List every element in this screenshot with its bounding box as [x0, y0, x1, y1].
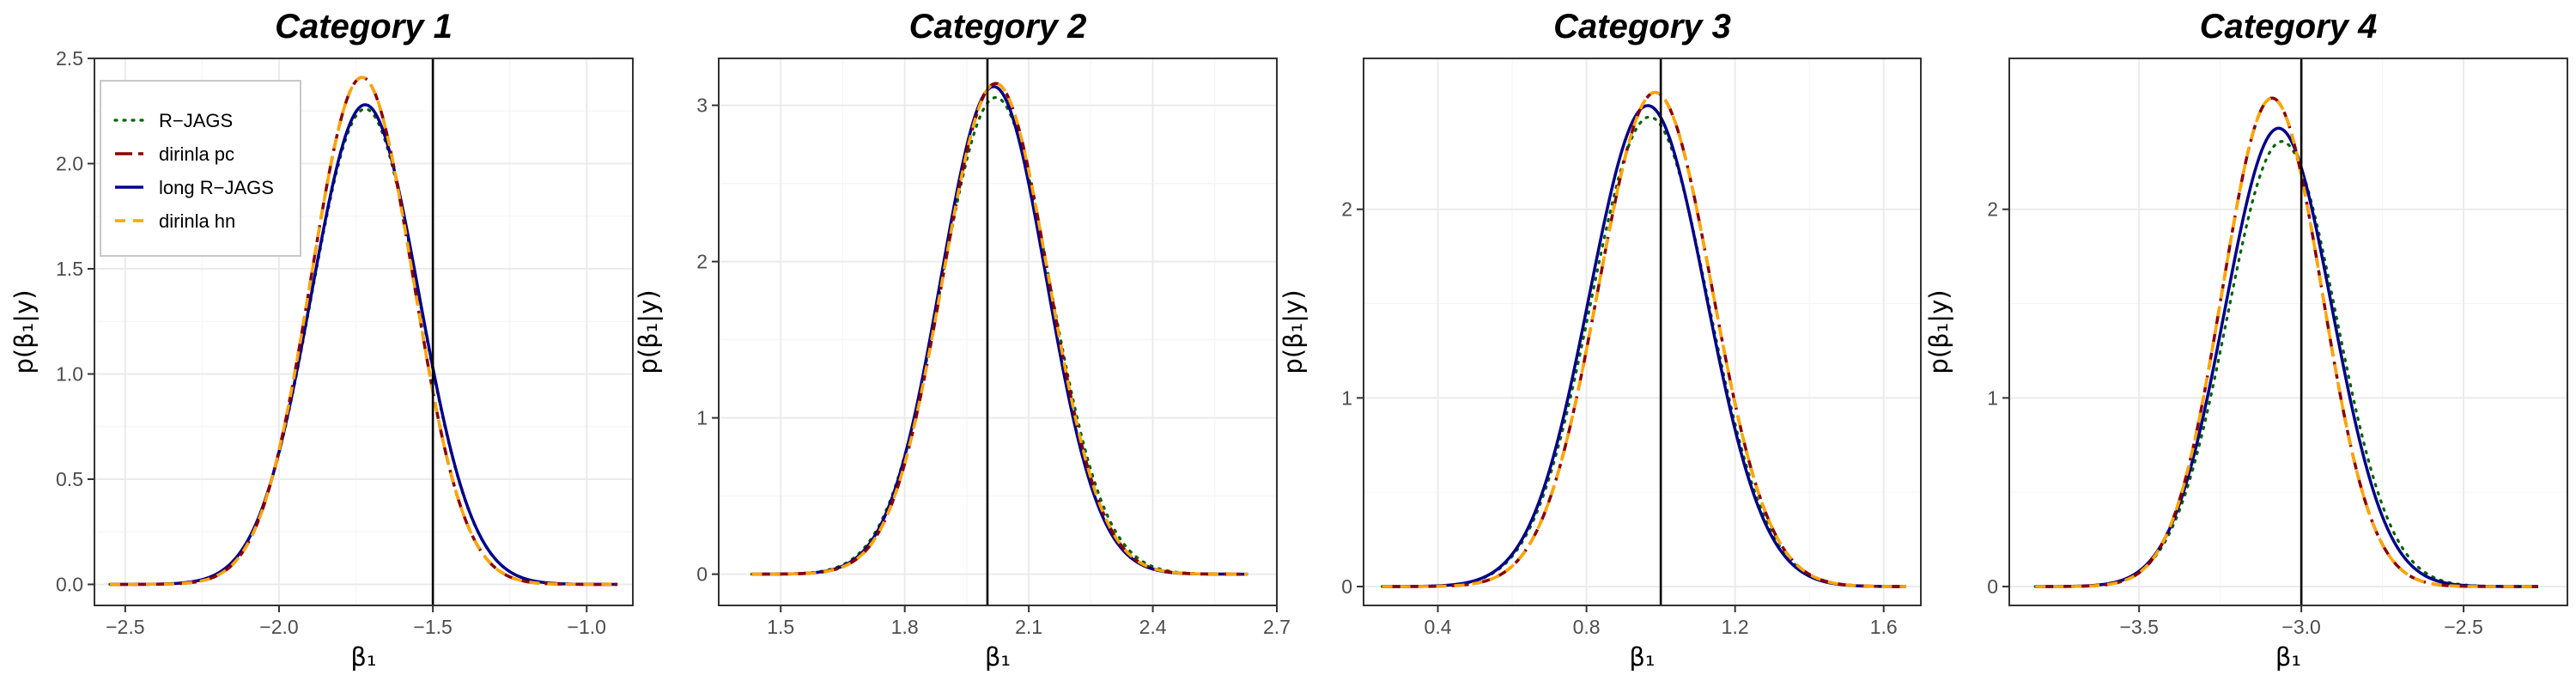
y-tick-label: 0.5: [56, 468, 83, 490]
y-tick-label: 0: [1341, 575, 1352, 598]
panel-title: Category 3: [1553, 8, 1731, 46]
chart-panel-2: 1.5 1.8 2.1 2.4 2.7 0 1 2 3 Category 2 β₁ p(β₁|y): [634, 8, 1291, 672]
plot-background: [719, 58, 1277, 605]
y-axis-title: p(β₁|y): [634, 289, 663, 374]
x-tick-label: −2.0: [259, 616, 298, 638]
panel-border: [2008, 58, 2568, 606]
density-line-dirinla-hn: [109, 76, 618, 587]
legend: R−JAGS dirinla pc long R−JAGS dirinla hn: [100, 80, 301, 257]
y-tick-label: 3: [696, 94, 708, 117]
legend-label: long R−JAGS: [159, 177, 274, 198]
y-tick-label: 2: [1987, 198, 1998, 221]
y-tick-label: 2: [1341, 198, 1352, 221]
x-tick-label: 2.7: [1263, 616, 1291, 638]
chart-panel-3: 0.4 0.8 1.2 1.6 0 1 2 Category 3 β₁ p(β₁|y): [1279, 8, 1922, 672]
y-tick-label: 0.0: [56, 574, 83, 596]
x-tick-label: −3.0: [2281, 616, 2320, 638]
x-tick-label: 1.6: [1870, 616, 1898, 638]
x-tick-label: 1.5: [767, 616, 794, 638]
panel-border: [718, 58, 1278, 606]
chart-panel-4: −3.5 −3.0 −2.5 0 1 2 Category 4 β₁ p(β₁|y): [1924, 8, 2568, 672]
density-line-dirinla-hn: [2035, 96, 2538, 588]
y-tick-label: 2.5: [56, 47, 83, 70]
y-axis-title: p(β₁|y): [1279, 289, 1308, 374]
x-tick-label: 2.1: [1015, 616, 1042, 638]
y-tick-label: 0: [696, 563, 708, 586]
panel-title: Category 2: [909, 8, 1087, 46]
density-line-dirinla-hn: [751, 82, 1249, 576]
x-axis-title: β₁: [2275, 642, 2301, 672]
y-tick-label: 1.5: [56, 258, 83, 280]
x-tick-label: 1.8: [891, 616, 919, 638]
y-axis-title: p(β₁|y): [9, 289, 39, 374]
y-axis-title: p(β₁|y): [1924, 289, 1953, 374]
x-tick-label: 1.2: [1722, 616, 1749, 638]
x-tick-label: 0.4: [1425, 616, 1452, 638]
x-tick-label: −2.5: [2444, 616, 2482, 638]
legend-label: dirinla hn: [159, 210, 235, 232]
legend-box: [100, 80, 301, 257]
y-tick-label: 2.0: [56, 153, 83, 175]
x-axis-title: β₁: [985, 642, 1011, 672]
x-tick-label: −1.5: [413, 616, 452, 638]
legend-label: dirinla pc: [159, 143, 234, 165]
panel-title: Category 1: [275, 8, 453, 46]
panel-border: [94, 58, 634, 606]
x-tick-label: −2.5: [106, 616, 144, 638]
panel-title: Category 4: [2200, 8, 2378, 46]
plot-background: [1364, 58, 1921, 605]
x-axis-title: β₁: [1629, 642, 1655, 672]
x-tick-label: −3.5: [2119, 616, 2158, 638]
density-line-dirinla-hn: [1382, 90, 1906, 588]
x-tick-label: 0.8: [1573, 616, 1601, 638]
y-tick-label: 0: [1987, 575, 1998, 598]
chart-panel-1: −2.5 −2.0 −1.5 −1.0 0.0 0.5 1.0 1.5 2.0 2.5 Catego…: [9, 8, 634, 672]
y-tick-label: 1.0: [56, 363, 83, 386]
y-tick-label: 2: [696, 251, 708, 273]
y-tick-label: 1: [1987, 386, 1998, 409]
x-tick-label: −1.0: [568, 616, 606, 638]
legend-label: R−JAGS: [159, 110, 233, 131]
y-tick-label: 1: [696, 407, 708, 429]
x-axis-title: β₁: [350, 642, 376, 672]
y-tick-label: 1: [1341, 386, 1352, 409]
panel-border: [1363, 58, 1922, 606]
x-tick-label: 2.4: [1139, 616, 1167, 638]
plot-background: [2009, 58, 2567, 605]
